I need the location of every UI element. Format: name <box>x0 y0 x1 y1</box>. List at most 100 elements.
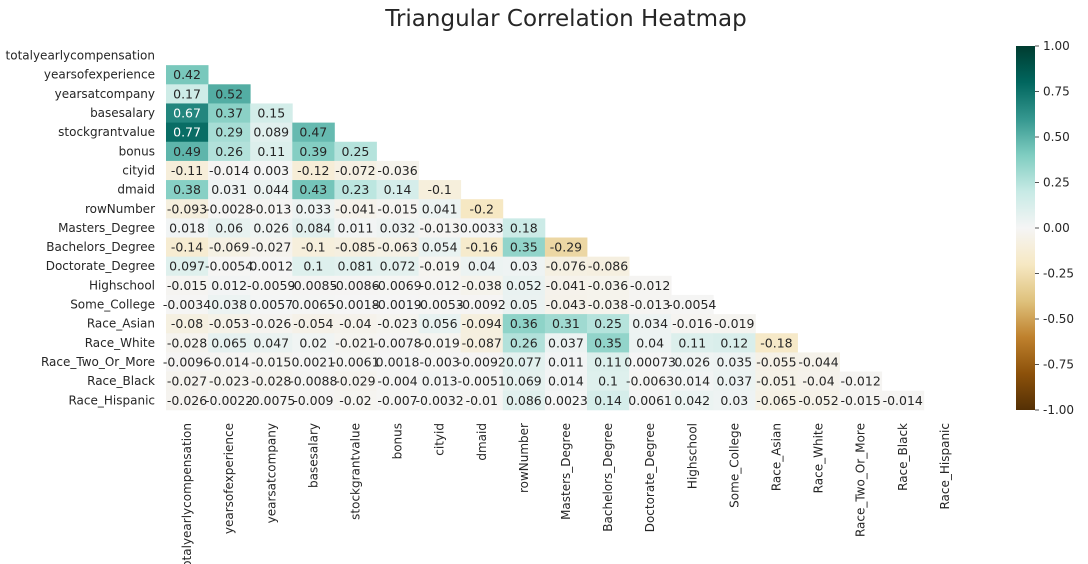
cell-annotation: 0.77 <box>173 125 201 140</box>
heatmap-cell <box>418 180 462 200</box>
heatmap-cell <box>755 333 798 353</box>
cell-annotation: 0.03 <box>510 259 538 274</box>
cell-annotation: -0.038 <box>588 297 628 312</box>
heatmap-cell <box>376 314 419 334</box>
cell-annotation: 0.081 <box>338 259 374 274</box>
heatmap-cell <box>208 84 251 104</box>
heatmap-cell <box>544 390 588 411</box>
cell-annotation: 0.089 <box>253 125 289 140</box>
cell-annotation: 0.047 <box>253 335 289 350</box>
row-label: Race_Two_Or_More <box>41 355 155 369</box>
cell-annotation: 0.11 <box>594 354 622 369</box>
heatmap-cell <box>334 199 377 219</box>
cell-annotation: 0.67 <box>173 106 201 121</box>
cell-annotation: 0.11 <box>678 335 706 350</box>
heatmap-cell <box>208 371 251 392</box>
cell-annotation: -0.0075 <box>247 393 295 408</box>
heatmap-cell <box>208 333 251 353</box>
cell-annotation: -0.093 <box>167 201 207 216</box>
cell-annotation: -0.015 <box>841 393 881 408</box>
cell-annotation: 0.03 <box>720 393 748 408</box>
cell-annotation: -0.0018 <box>331 297 379 312</box>
heatmap-cell <box>502 237 546 258</box>
heatmap-cell <box>292 218 335 238</box>
column-label: Race_White <box>812 423 826 493</box>
cell-annotation: 0.31 <box>552 316 580 331</box>
colorbar-tick-label: 0.75 <box>1043 85 1070 99</box>
heatmap-cell <box>839 390 883 411</box>
cell-annotation: -0.023 <box>377 316 417 331</box>
heatmap-cell <box>334 275 377 296</box>
row-label: Some_College <box>70 298 155 312</box>
heatmap-cell <box>502 275 546 296</box>
cell-annotation: -0.0086 <box>331 278 379 293</box>
cell-annotation: 0.26 <box>510 335 538 350</box>
cell-annotation: -0.009 <box>293 393 333 408</box>
cell-annotation: 0.026 <box>674 354 710 369</box>
row-label: rowNumber <box>85 202 155 216</box>
cell-annotation: -0.1 <box>301 240 325 255</box>
cell-annotation: 0.034 <box>632 316 668 331</box>
row-label: totalyearlycompensation <box>6 49 155 63</box>
heatmap-cell <box>418 390 462 411</box>
heatmap-cell <box>208 218 251 238</box>
cell-annotation: -0.02 <box>339 393 371 408</box>
heatmap-cell <box>208 237 251 258</box>
cell-annotation: 0.0033 <box>460 220 504 235</box>
heatmap-cell <box>713 352 756 372</box>
heatmap-cell <box>460 390 504 411</box>
heatmap-cell <box>250 180 293 200</box>
heatmap-cell <box>629 294 672 315</box>
cell-annotation: -0.0019 <box>373 297 421 312</box>
heatmap-cell <box>208 141 251 162</box>
heatmap-cell <box>292 160 335 181</box>
row-label: Highschool <box>89 278 155 292</box>
cell-annotation: -0.036 <box>588 278 628 293</box>
cell-annotation: -0.0092 <box>458 354 506 369</box>
cell-annotation: -0.0028 <box>205 201 253 216</box>
row-label: dmaid <box>117 183 155 197</box>
heatmap-cell <box>502 333 546 353</box>
cell-annotation: 0.0061 <box>628 393 672 408</box>
cell-annotation: -0.08 <box>171 316 203 331</box>
heatmap-cell <box>502 390 546 411</box>
cell-annotation: 0.1 <box>303 259 323 274</box>
cell-annotation: -0.027 <box>167 374 207 389</box>
cell-annotation: 0.018 <box>169 220 205 235</box>
heatmap-cell <box>544 352 588 372</box>
colorbar-ticks: 1.00 0.75 0.50 0.25 0.00 -0.25 -0.50 -0.75 -1.00 <box>1035 39 1074 417</box>
heatmap-cell <box>502 352 546 372</box>
cell-annotation: 0.0018 <box>376 354 420 369</box>
heatmap-annotations: 0.42 0.17 0.52 0.67 0.37 0.15 0.77 0.29 0.089 0.4… <box>163 67 923 408</box>
heatmap-cell <box>250 352 293 372</box>
cell-annotation: -0.2 <box>470 201 494 216</box>
heatmap-cell <box>418 199 462 219</box>
heatmap-cell <box>587 256 630 277</box>
heatmap-cell <box>713 314 756 334</box>
heatmap-cell <box>418 352 462 372</box>
cell-annotation: 0.044 <box>253 182 289 197</box>
row-label: Bachelors_Degree <box>46 240 155 254</box>
cell-annotation: -0.026 <box>251 316 291 331</box>
heatmap-cell <box>166 218 209 238</box>
cell-annotation: -0.0092 <box>458 297 506 312</box>
heatmap-cell <box>334 256 377 277</box>
cell-annotation: -0.014 <box>883 393 923 408</box>
heatmap-cell <box>208 199 251 219</box>
cell-annotation: 0.077 <box>506 354 542 369</box>
heatmap-cell <box>544 333 588 353</box>
cell-annotation: -0.043 <box>546 297 586 312</box>
cell-annotation: -0.007 <box>377 393 417 408</box>
cell-annotation: 0.26 <box>215 144 243 159</box>
heatmap-cell <box>797 390 840 411</box>
cell-annotation: 0.25 <box>342 144 370 159</box>
cell-annotation: 0.041 <box>422 201 458 216</box>
heatmap-cell <box>334 371 377 392</box>
colorbar-tick-label: -0.75 <box>1043 358 1074 372</box>
cell-annotation: 0.36 <box>510 316 538 331</box>
heatmap-cell <box>334 314 377 334</box>
row-label: bonus <box>119 144 155 158</box>
heatmap-cell <box>376 218 419 238</box>
column-label: yearsatcompany <box>264 423 278 523</box>
cell-annotation: 0.42 <box>173 67 201 82</box>
